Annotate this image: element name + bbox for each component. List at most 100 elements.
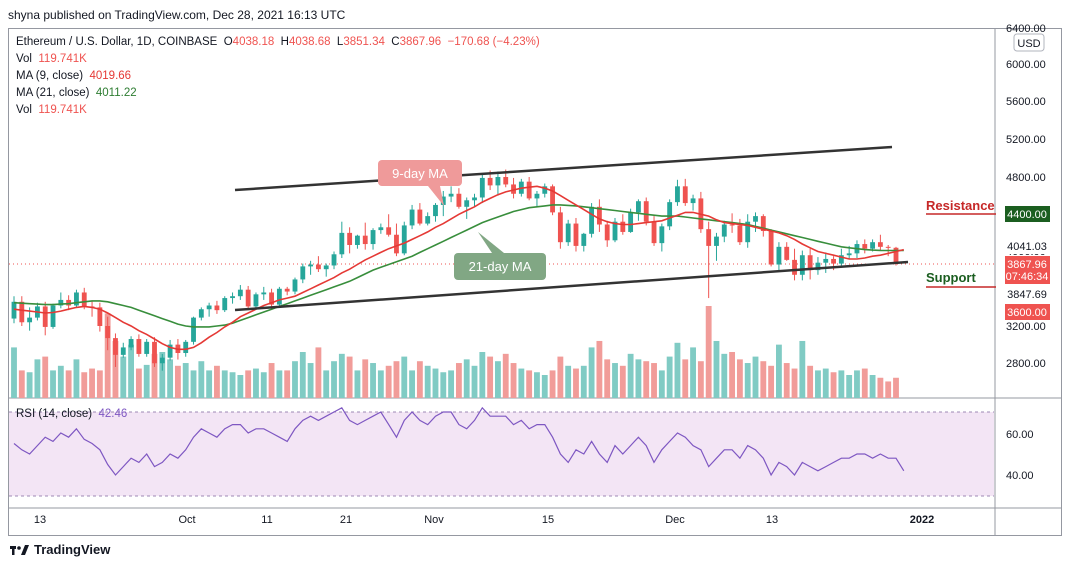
volume-bar [893, 377, 899, 398]
candles [11, 169, 899, 371]
candle-body [167, 344, 173, 358]
upper-trendline[interactable] [234, 145, 893, 192]
volume-bar [299, 352, 306, 398]
time-tick-label: 13 [34, 514, 46, 526]
candle-body [807, 255, 813, 271]
currency-badge[interactable]: USD [1013, 33, 1045, 52]
high-value: 4038.68 [288, 36, 331, 48]
candle-body [362, 235, 368, 245]
candle-body [66, 299, 72, 306]
candle-body [433, 204, 438, 217]
volume-bar [120, 356, 127, 398]
candle-body [300, 266, 306, 280]
price-tick-label: 5600.00 [1006, 96, 1046, 108]
ma9-row[interactable]: MA (9, close) 4019.66 [16, 68, 540, 85]
rsi-line [13, 406, 905, 477]
ma21-price-text: 3847.69 [1007, 289, 1047, 301]
candle-body [581, 233, 587, 246]
volume-bar [463, 359, 470, 398]
candle-body [729, 224, 735, 226]
volume-bar [331, 361, 337, 398]
volume-bar [214, 365, 220, 398]
ma21-row[interactable]: MA (21, close) 4011.22 [16, 85, 540, 102]
volume-value-2: 119.741K [38, 104, 87, 116]
volume-bar [50, 370, 56, 398]
time-tick-label: Dec [665, 514, 685, 526]
candle-body [870, 242, 876, 249]
candle-body [128, 339, 134, 348]
lower-trendline[interactable] [234, 260, 909, 312]
candle-body [50, 305, 56, 327]
candle-body [745, 221, 751, 243]
candle-body [339, 232, 345, 255]
publisher-line: shyna published on TradingView.com, Dec … [8, 8, 346, 22]
candle-body [714, 236, 719, 246]
candle-body [284, 288, 290, 292]
price-tick-label: 3200.00 [1006, 321, 1046, 333]
volume-bar [198, 361, 205, 398]
candle-body [355, 235, 360, 245]
candle-body [675, 186, 680, 203]
resistance-label: Resistance [926, 198, 995, 213]
volume-bar [96, 370, 103, 398]
ma21-annotation[interactable]: 21-day MA [454, 232, 546, 280]
tradingview-logo-icon [10, 544, 29, 555]
volume-bar [65, 370, 72, 398]
rsi-band [9, 412, 994, 496]
ma9-annotation[interactable]: 9-day MA [378, 160, 462, 206]
volume-bar [57, 365, 64, 398]
chart-legend: Ethereum / U.S. Dollar, 1D, COINBASE O40… [16, 34, 540, 119]
volume-bars [11, 306, 899, 398]
volume-bar [713, 340, 720, 398]
volume-bar [744, 363, 751, 398]
candle-body [113, 338, 118, 355]
volume-bar [370, 363, 376, 398]
volume-bar [768, 365, 775, 398]
volume-bar [736, 359, 743, 398]
volume-bar [26, 372, 33, 398]
rsi-label: RSI (14, close) [16, 408, 93, 420]
volume-bar [471, 365, 478, 398]
candle-body [487, 177, 493, 186]
candle-body [776, 246, 782, 265]
candle-body [682, 186, 688, 204]
ma-price-tag [1005, 238, 1050, 254]
candle-body [97, 307, 103, 326]
volume-bar [838, 370, 845, 398]
candle-body [565, 223, 571, 243]
candle-body [589, 206, 595, 234]
candle-body [214, 305, 220, 311]
volume-bar [167, 359, 174, 398]
candle-body [721, 224, 727, 237]
volume-row-2[interactable]: Vol 119.741K [16, 102, 540, 119]
volume-bar [81, 372, 88, 398]
rsi-legend[interactable]: RSI (14, close) 42.46 [16, 408, 127, 420]
candle-body [370, 230, 376, 245]
volume-bar [885, 381, 892, 398]
symbol-title[interactable]: Ethereum / U.S. Dollar, 1D, COINBASE [16, 36, 218, 48]
time-tick-label: Nov [424, 514, 444, 526]
candle-body [620, 221, 626, 232]
candle-body [628, 212, 634, 232]
volume-bar [549, 370, 556, 398]
candle-body [472, 197, 477, 201]
volume-bar [253, 368, 259, 398]
candle-body [19, 301, 25, 323]
volume-bar [448, 370, 455, 398]
candle-body [417, 209, 423, 224]
volume-bar [128, 344, 134, 398]
volume-bar [377, 370, 384, 398]
volume-row[interactable]: Vol 119.741K [16, 51, 540, 68]
volume-bar [557, 356, 564, 398]
close-value: 3867.96 [399, 36, 442, 48]
candle-body [885, 246, 891, 248]
candle-body [503, 177, 509, 185]
volume-bar [206, 370, 213, 398]
volume-bar [284, 370, 291, 398]
tradingview-footer[interactable]: TradingView [10, 542, 110, 557]
volume-bar [534, 372, 540, 398]
candle-body [737, 225, 743, 243]
volume-bar [190, 370, 197, 398]
candle-body [877, 242, 883, 247]
